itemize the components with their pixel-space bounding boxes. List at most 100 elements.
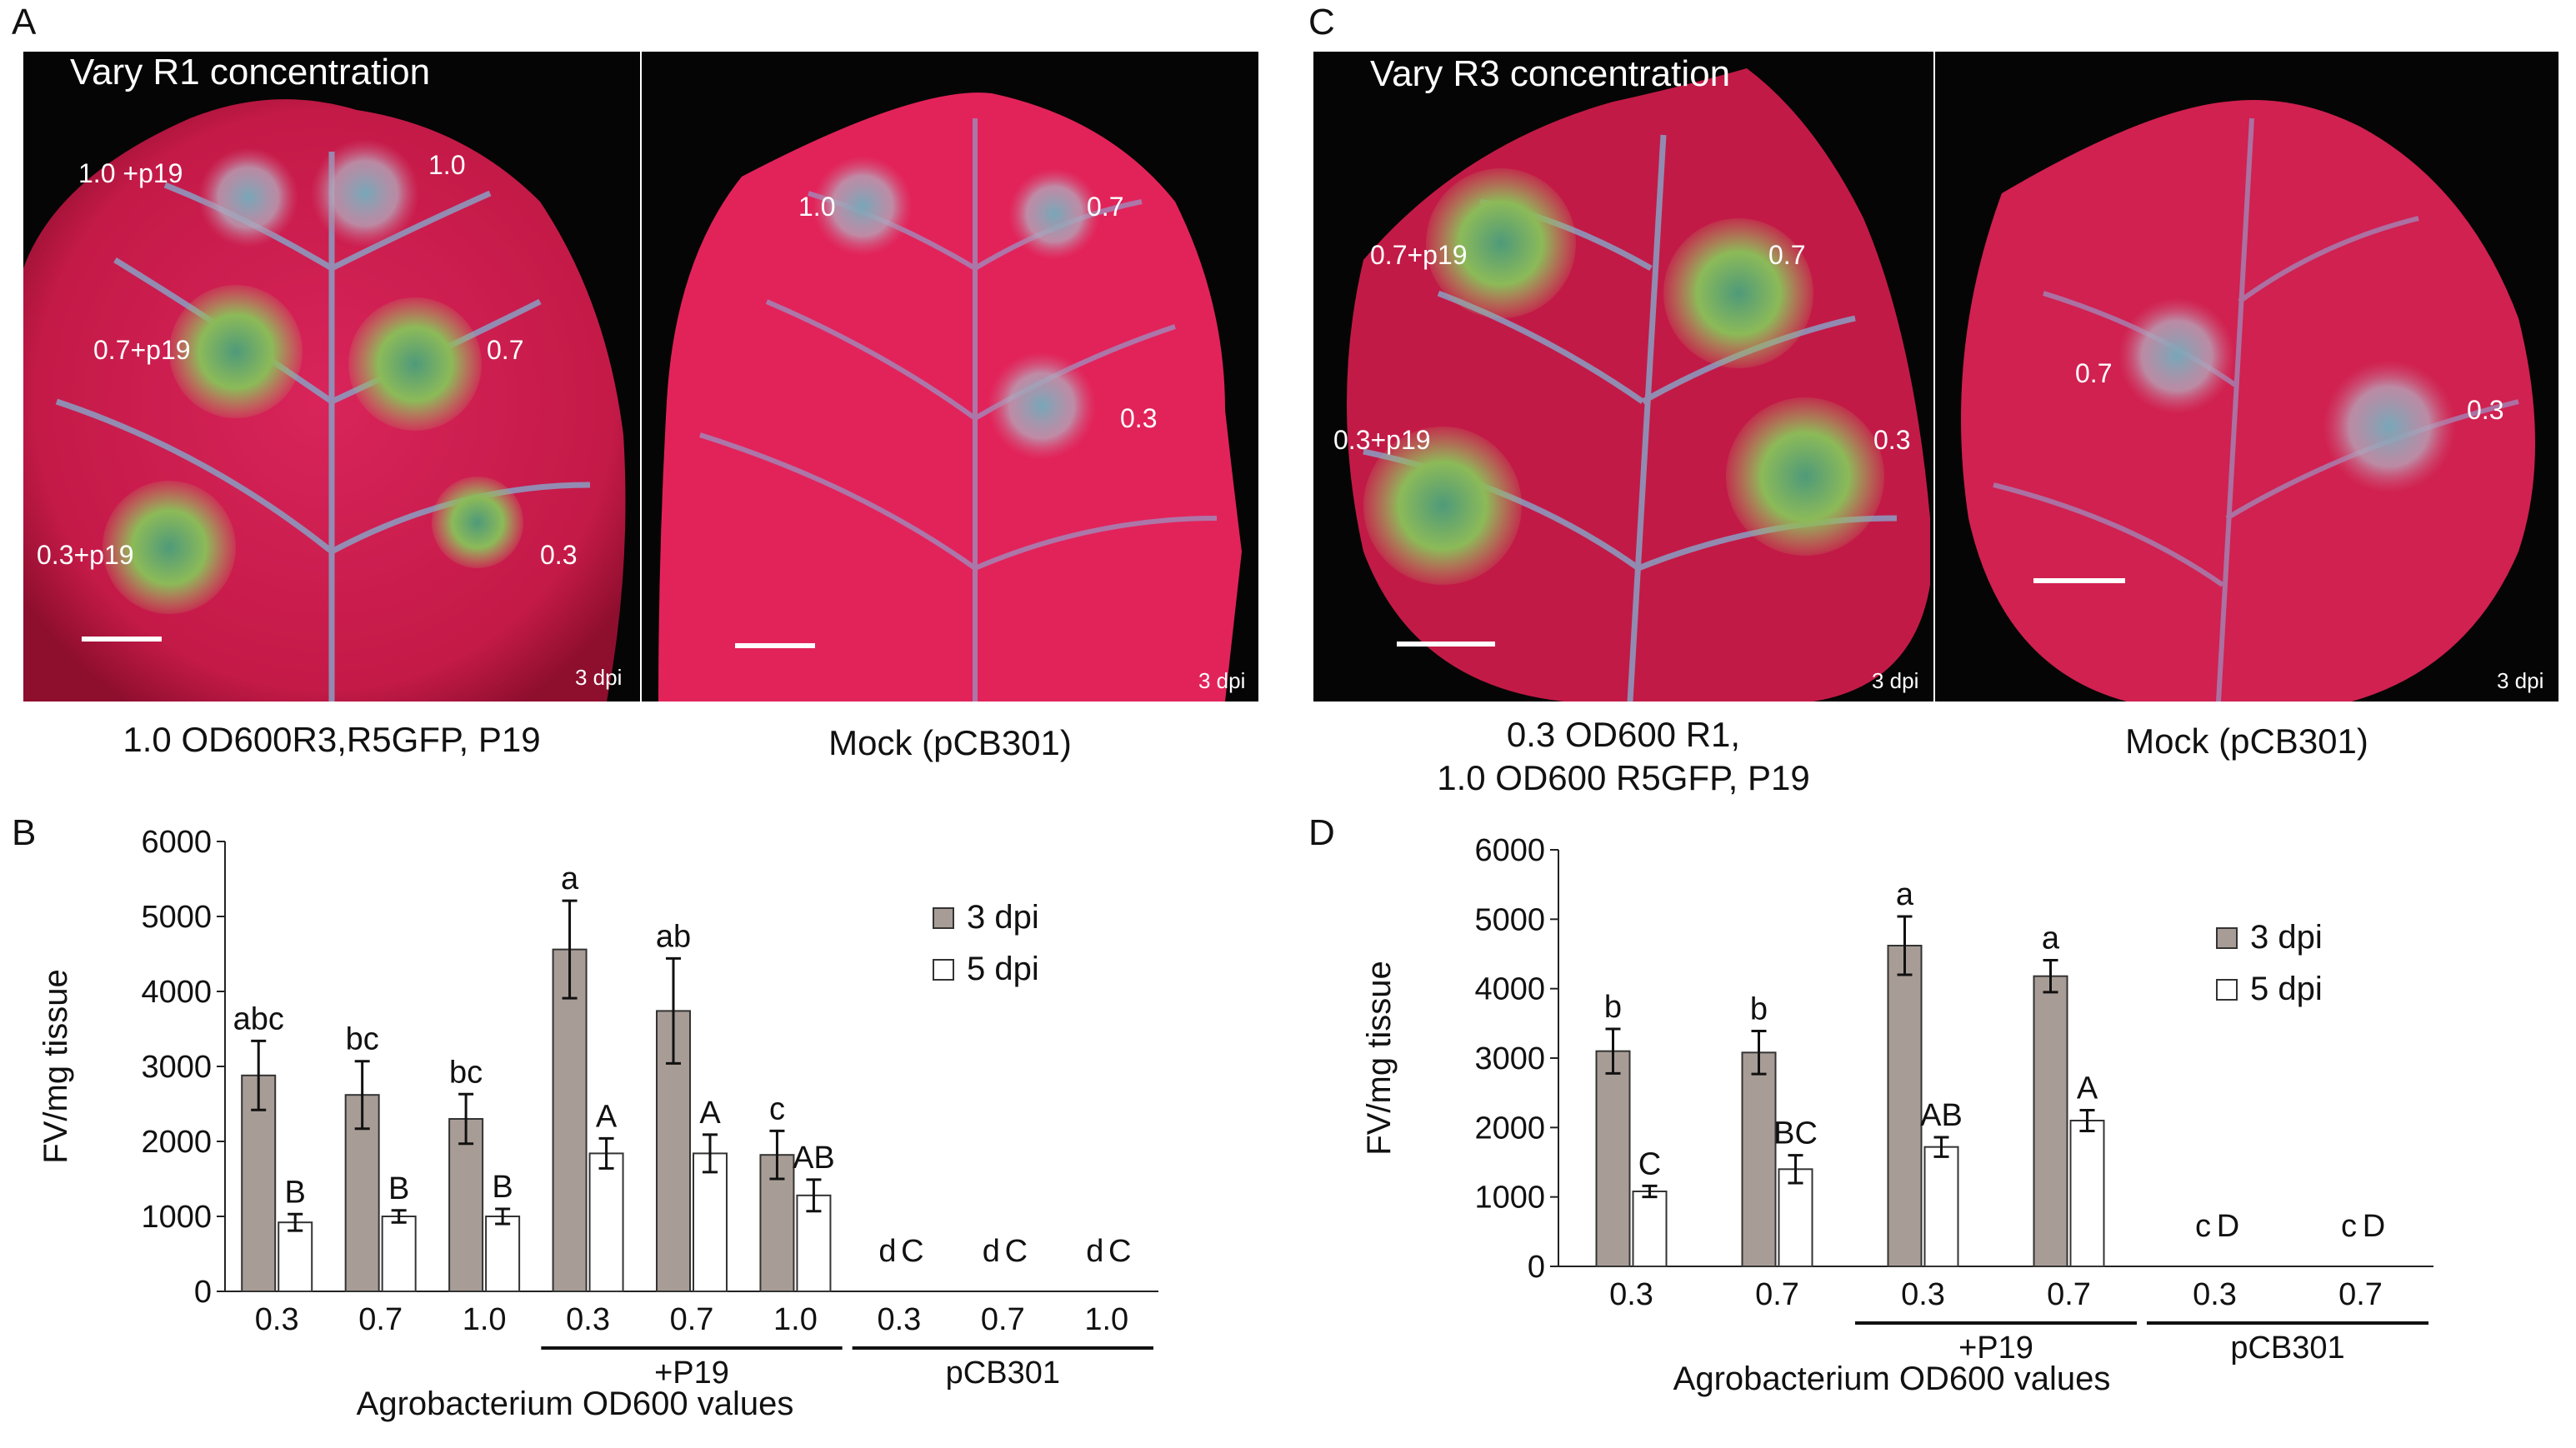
x-tick-label: 0.3 <box>255 1302 299 1337</box>
letter-5dpi: D <box>2363 1209 2385 1244</box>
legend-swatch <box>2216 927 2238 949</box>
y-tick-label: 2000 <box>141 1125 212 1160</box>
spot-label-c-left-3: 0.3+p19 <box>1333 425 1431 455</box>
panel-c-title: Vary R3 concentration <box>1370 53 1731 94</box>
y-tick-label: 2000 <box>1474 1111 1545 1146</box>
dpi-label-a-left: 3 dpi <box>575 665 623 690</box>
bar-5dpi <box>1923 1146 1959 1267</box>
spot-label-a-right-3: 0.3 <box>1120 403 1158 433</box>
letter-5dpi: D <box>2217 1209 2239 1244</box>
letter-5dpi: C <box>1108 1234 1131 1269</box>
spot-label-a-right-1: 1.0 <box>798 192 836 222</box>
legend-label: 5 dpi <box>967 951 1039 987</box>
chart-b-svg: 0 1000 2000 3000 4000 5000 6000 FV/mg tissue 0.3… <box>38 825 1158 1422</box>
legend-swatch <box>2216 979 2238 1001</box>
letter-3dpi: a <box>1896 877 1914 912</box>
letter-5dpi: A <box>596 1099 618 1134</box>
letter-3dpi: b <box>1750 992 1768 1027</box>
y-tick-label: 5000 <box>1474 902 1545 937</box>
letter-5dpi: A <box>2077 1071 2098 1106</box>
caption-c-left-line2: 1.0 OD600 R5GFP, P19 <box>1437 758 1810 797</box>
letter-5dpi: A <box>699 1096 721 1131</box>
letter-5dpi: AB <box>1920 1098 1963 1133</box>
bar-5dpi <box>2069 1120 2105 1267</box>
y-tick-label: 1000 <box>141 1200 212 1235</box>
spot-label-a-left-2: 1.0 <box>428 150 466 180</box>
x-tick-label: 0.7 <box>358 1302 403 1337</box>
spot-label-a-left-6: 0.3 <box>540 540 578 570</box>
y-tick-label: 6000 <box>1474 833 1545 868</box>
letter-3dpi: bc <box>449 1055 483 1090</box>
spot-label-a-left-4: 0.7 <box>487 335 524 365</box>
dpi-label-a-right: 3 dpi <box>1198 668 1246 693</box>
spot-label-a-left-3: 0.7+p19 <box>93 335 191 365</box>
group-label: +P19 <box>1958 1331 2033 1366</box>
group-label: +P19 <box>654 1356 729 1391</box>
letter-5dpi: C <box>1005 1234 1028 1269</box>
x-tick-label: 0.3 <box>877 1302 921 1337</box>
letter-5dpi: B <box>285 1175 306 1210</box>
chart-b: 0 1000 2000 3000 4000 5000 6000 FV/mg tissue 0.3… <box>33 825 1217 1433</box>
bar-5dpi <box>693 1152 728 1292</box>
group-label: pCB301 <box>946 1356 1060 1391</box>
bar-5dpi <box>485 1216 521 1292</box>
bar-5dpi <box>1778 1168 1813 1268</box>
letter-3dpi: bc <box>346 1022 379 1057</box>
y-tick-label: 5000 <box>141 900 212 935</box>
dpi-label-c-left: 3 dpi <box>1872 668 1919 693</box>
letter-3dpi: c <box>2195 1209 2211 1244</box>
chart-d-svg: 0 1000 2000 3000 4000 5000 6000 FV/mg tissue 0.3… <box>1361 833 2433 1397</box>
x-tick-label: 0.7 <box>670 1302 714 1337</box>
spot-label-a-left-5: 0.3+p19 <box>37 540 134 570</box>
y-tick-label: 0 <box>194 1275 212 1310</box>
x-tick-label: 1.0 <box>1084 1302 1128 1337</box>
legend-swatch <box>933 907 954 929</box>
bar-5dpi <box>1632 1191 1668 1267</box>
x-tick-label: 0.7 <box>981 1302 1025 1337</box>
letter-3dpi: c <box>769 1091 785 1126</box>
caption-c-right: Mock (pCB301) <box>2125 722 2368 761</box>
letter-5dpi: C <box>901 1234 923 1269</box>
panel-letter-b: B <box>12 812 37 853</box>
caption-c-left: 0.3 OD600 R1, 1.0 OD600 R5GFP, P19 <box>1313 713 1933 800</box>
y-tick-label: 3000 <box>1474 1041 1545 1076</box>
letter-3dpi: ab <box>656 919 691 954</box>
x-tick-label: 1.0 <box>773 1302 818 1337</box>
leaf-photo-a-left <box>23 52 640 702</box>
panel-letter-c: C <box>1308 2 1335 42</box>
y-tick-label: 1000 <box>1474 1181 1545 1216</box>
spot-label-a-left-1: 1.0 +p19 <box>78 158 183 188</box>
y-tick-label: 6000 <box>141 825 212 860</box>
letter-3dpi: abc <box>233 1001 284 1036</box>
x-tick-label: 0.7 <box>1755 1277 1799 1312</box>
panel-a-title: Vary R1 concentration <box>70 52 431 92</box>
leaf-photo-c-right <box>1935 52 2558 702</box>
spot-label-c-left-1: 0.7+p19 <box>1370 240 1468 270</box>
dpi-label-c-right: 3 dpi <box>2497 668 2544 693</box>
letter-3dpi: b <box>1604 990 1622 1025</box>
group-label: pCB301 <box>2230 1331 2344 1366</box>
panel-letter-d: D <box>1308 812 1335 853</box>
spot-label-c-right-1: 0.7 <box>2075 358 2113 388</box>
x-tick-label: 0.3 <box>1609 1277 1653 1312</box>
bar-3dpi <box>1887 945 1923 1267</box>
bar-3dpi <box>1741 1051 1777 1267</box>
letter-5dpi: B <box>388 1171 409 1206</box>
x-axis-label: Agrobacterium OD600 values <box>1673 1361 2111 1397</box>
bar-3dpi <box>2033 975 2068 1268</box>
x-tick-label: 1.0 <box>463 1302 507 1337</box>
y-axis-label: FV/mg tissue <box>38 969 74 1163</box>
panel-letter-a: A <box>12 2 37 42</box>
letter-3dpi: a <box>561 861 579 896</box>
spot-label-c-left-2: 0.7 <box>1768 240 1806 270</box>
caption-c-left-line1: 0.3 OD600 R1, <box>1506 715 1741 754</box>
y-axis-label: FV/mg tissue <box>1361 961 1398 1155</box>
y-tick-label: 0 <box>1528 1250 1545 1285</box>
letter-5dpi: B <box>492 1170 513 1205</box>
bar-3dpi <box>448 1118 484 1292</box>
letter-3dpi: d <box>983 1234 1000 1269</box>
letter-3dpi: d <box>1086 1234 1103 1269</box>
legend-label: 3 dpi <box>2250 919 2323 956</box>
bar-5dpi <box>588 1152 624 1292</box>
legend-label: 5 dpi <box>2250 971 2323 1007</box>
